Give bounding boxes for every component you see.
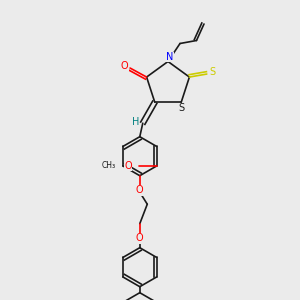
Text: O: O [136,233,144,243]
Text: S: S [209,67,215,76]
Text: S: S [178,103,184,113]
Text: CH₃: CH₃ [102,161,116,170]
Text: H: H [132,117,139,127]
Text: O: O [124,161,132,171]
Text: O: O [121,61,128,70]
Text: N: N [166,52,173,62]
Text: O: O [136,185,144,195]
